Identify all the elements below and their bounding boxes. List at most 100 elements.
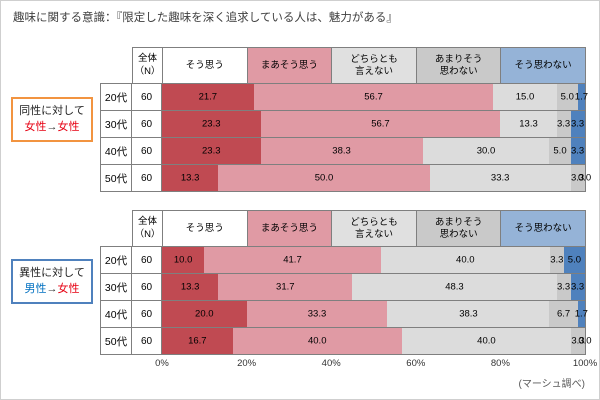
legend-header-agree: そう思う xyxy=(162,210,248,247)
group-label-part: 男性 xyxy=(24,282,47,295)
page-title: 趣味に関する意識：『限定した趣味を深く追求している人は、魅力がある』 xyxy=(13,12,398,24)
option-headers: そう思う まあそう思う どちらとも 言えない あまりそう 思わない そう思わない xyxy=(162,47,586,84)
group-label-part: → xyxy=(46,282,58,295)
bar-segment-somewhat-agree: 41.7 xyxy=(204,247,381,273)
x-axis-tick: 100% xyxy=(572,358,598,369)
bar-value-label: 56.7 xyxy=(371,118,390,130)
bar-segment-disagree: 1.7 xyxy=(575,301,588,327)
stacked-bar: 16.7 40.0 40.0 3.3 0.0 xyxy=(161,327,592,355)
bar-segment-disagree: 3.3 xyxy=(570,138,585,164)
bar-segment-somewhat-disagree: 3.3 xyxy=(556,274,571,300)
category-label: 50代 xyxy=(100,164,132,192)
bar-value-label: 41.7 xyxy=(283,254,302,266)
bar-segment-somewhat-disagree: 6.7 xyxy=(549,301,578,327)
bar-segment-disagree: 1.7 xyxy=(574,84,589,110)
bar-segment-neutral: 33.3 xyxy=(429,165,571,191)
category-label: 40代 xyxy=(100,300,132,328)
stacked-bar: 13.3 50.0 33.3 3.3 0.0 xyxy=(161,164,591,192)
n-value: 60 xyxy=(131,83,162,111)
chart-header-row: 全体 （N） そう思う まあそう思う どちらとも 言えない あまりそう 思わない そう思… xyxy=(100,210,586,247)
bar-value-label: 1.7 xyxy=(574,91,589,103)
chart-row: 50代 60 13.3 50.0 33.3 3.3 0.0 xyxy=(100,164,591,192)
legend-header-somewhat-disagree: あまりそう 思わない xyxy=(415,210,502,247)
bar-value-label: 13.3 xyxy=(519,118,538,130)
n-column-header: 全体 （N） xyxy=(132,210,163,247)
stacked-bar: 20.0 33.3 38.3 6.7 1.7 xyxy=(161,300,588,328)
category-label: 30代 xyxy=(100,110,132,138)
legend-header-somewhat-agree: まあそう思う xyxy=(246,210,333,247)
n-value: 60 xyxy=(131,164,162,192)
bar-segment-somewhat-disagree: 3.3 xyxy=(556,111,571,137)
n-value: 60 xyxy=(131,273,162,301)
bar-value-label: 40.0 xyxy=(307,335,327,347)
bar-segment-neutral: 15.0 xyxy=(493,84,557,110)
bar-value-label: 40.0 xyxy=(477,335,496,347)
chart-opposite-sex-male-to-female: 全体 （N） そう思う まあそう思う どちらとも 言えない あまりそう 思わない そう思… xyxy=(100,210,592,355)
bar-value-label: 23.3 xyxy=(202,118,221,130)
bar-value-label: 0.0 xyxy=(578,335,592,347)
x-axis: 0% 20% 40% 60% 80% 100% xyxy=(155,358,597,370)
stacked-bar: 10.0 41.7 40.0 3.3 5.0 xyxy=(161,246,586,274)
bar-segment-agree: 23.3 xyxy=(162,138,261,164)
legend-header-somewhat-agree: まあそう思う xyxy=(246,47,333,84)
bar-segment-somewhat-disagree: 5.0 xyxy=(549,138,571,164)
bar-value-label: 50.0 xyxy=(314,172,334,184)
bar-value-label: 20.0 xyxy=(195,308,214,320)
option-headers: そう思う まあそう思う どちらとも 言えない あまりそう 思わない そう思わない xyxy=(162,210,586,247)
bar-value-label: 3.3 xyxy=(570,172,585,184)
bar-value-label: 6.7 xyxy=(556,308,571,320)
bar-value-label: 13.3 xyxy=(180,281,200,293)
bar-segment-disagree: 3.3 xyxy=(570,111,585,137)
bar-segment-somewhat-agree: 50.0 xyxy=(218,165,430,191)
bar-value-label: 31.7 xyxy=(276,281,295,293)
bar-segment-agree: 21.7 xyxy=(162,84,254,110)
chart-row: 30代 60 13.3 31.7 48.3 3.3 3.3 xyxy=(100,273,586,301)
stacked-bar: 21.7 56.7 15.0 5.0 1.7 xyxy=(161,83,589,111)
bar-value-label: 40.0 xyxy=(456,254,475,266)
bar-value-label: 5.0 xyxy=(553,145,567,157)
chart-rows: 20代 60 21.7 56.7 15.0 5.0 1.7 30代 60 23.3 56.7 13.3… xyxy=(100,83,591,192)
bar-segment-disagree: 5.0 xyxy=(563,247,585,273)
n-value: 60 xyxy=(131,246,162,274)
bar-value-label: 3.3 xyxy=(556,281,571,293)
n-value: 60 xyxy=(131,110,162,138)
source-note: (マーシュ調べ) xyxy=(518,379,585,390)
bar-value-label: 38.3 xyxy=(459,308,478,320)
bar-segment-neutral: 30.0 xyxy=(422,138,550,164)
bar-segment-agree: 10.0 xyxy=(162,247,205,273)
legend-header-agree: そう思う xyxy=(162,47,248,84)
bar-segment-somewhat-agree: 40.0 xyxy=(232,328,402,354)
chart-row: 20代 60 21.7 56.7 15.0 5.0 1.7 xyxy=(100,83,589,111)
group-label-box-opposite-sex: 異性に対して 男性→女性 xyxy=(11,259,93,304)
legend-header-disagree: そう思わない xyxy=(500,47,586,84)
bar-segment-neutral: 40.0 xyxy=(401,328,572,354)
group-label-line1: 異性に対して xyxy=(19,266,85,279)
bar-segment-somewhat-disagree: 3.3 xyxy=(549,247,564,273)
n-value: 60 xyxy=(131,137,162,165)
stacked-bar: 23.3 56.7 13.3 3.3 3.3 xyxy=(161,110,586,138)
group-label-line1: 同性に対して xyxy=(19,104,85,117)
chart-row: 40代 60 20.0 33.3 38.3 6.7 1.7 xyxy=(100,300,588,328)
header-spacer xyxy=(100,210,132,247)
stacked-bar: 23.3 38.3 30.0 5.0 3.3 xyxy=(161,137,586,165)
bar-value-label: 56.7 xyxy=(364,91,383,103)
bar-segment-somewhat-agree: 31.7 xyxy=(218,274,353,300)
x-axis-tick: 20% xyxy=(237,358,257,369)
group-label-part: 女性 xyxy=(57,120,80,133)
bar-value-label: 30.0 xyxy=(476,145,496,157)
bar-value-label: 3.3 xyxy=(571,335,585,347)
bar-value-label: 33.3 xyxy=(307,308,327,320)
bar-value-label: 15.0 xyxy=(515,91,535,103)
bar-value-label: 23.3 xyxy=(202,145,221,157)
bar-value-label: 3.3 xyxy=(570,118,585,130)
category-label: 40代 xyxy=(100,137,132,165)
bar-value-label: 38.3 xyxy=(332,145,351,157)
bar-value-label: 16.7 xyxy=(188,335,207,347)
bar-segment-somewhat-agree: 56.7 xyxy=(260,111,501,137)
bar-segment-agree: 13.3 xyxy=(162,165,219,191)
bar-value-label: 33.3 xyxy=(490,172,510,184)
group-label-line2: 男性→女性 xyxy=(25,283,80,297)
category-label: 50代 xyxy=(100,327,132,355)
group-label-box-same-sex: 同性に対して 女性→女性 xyxy=(11,97,93,142)
